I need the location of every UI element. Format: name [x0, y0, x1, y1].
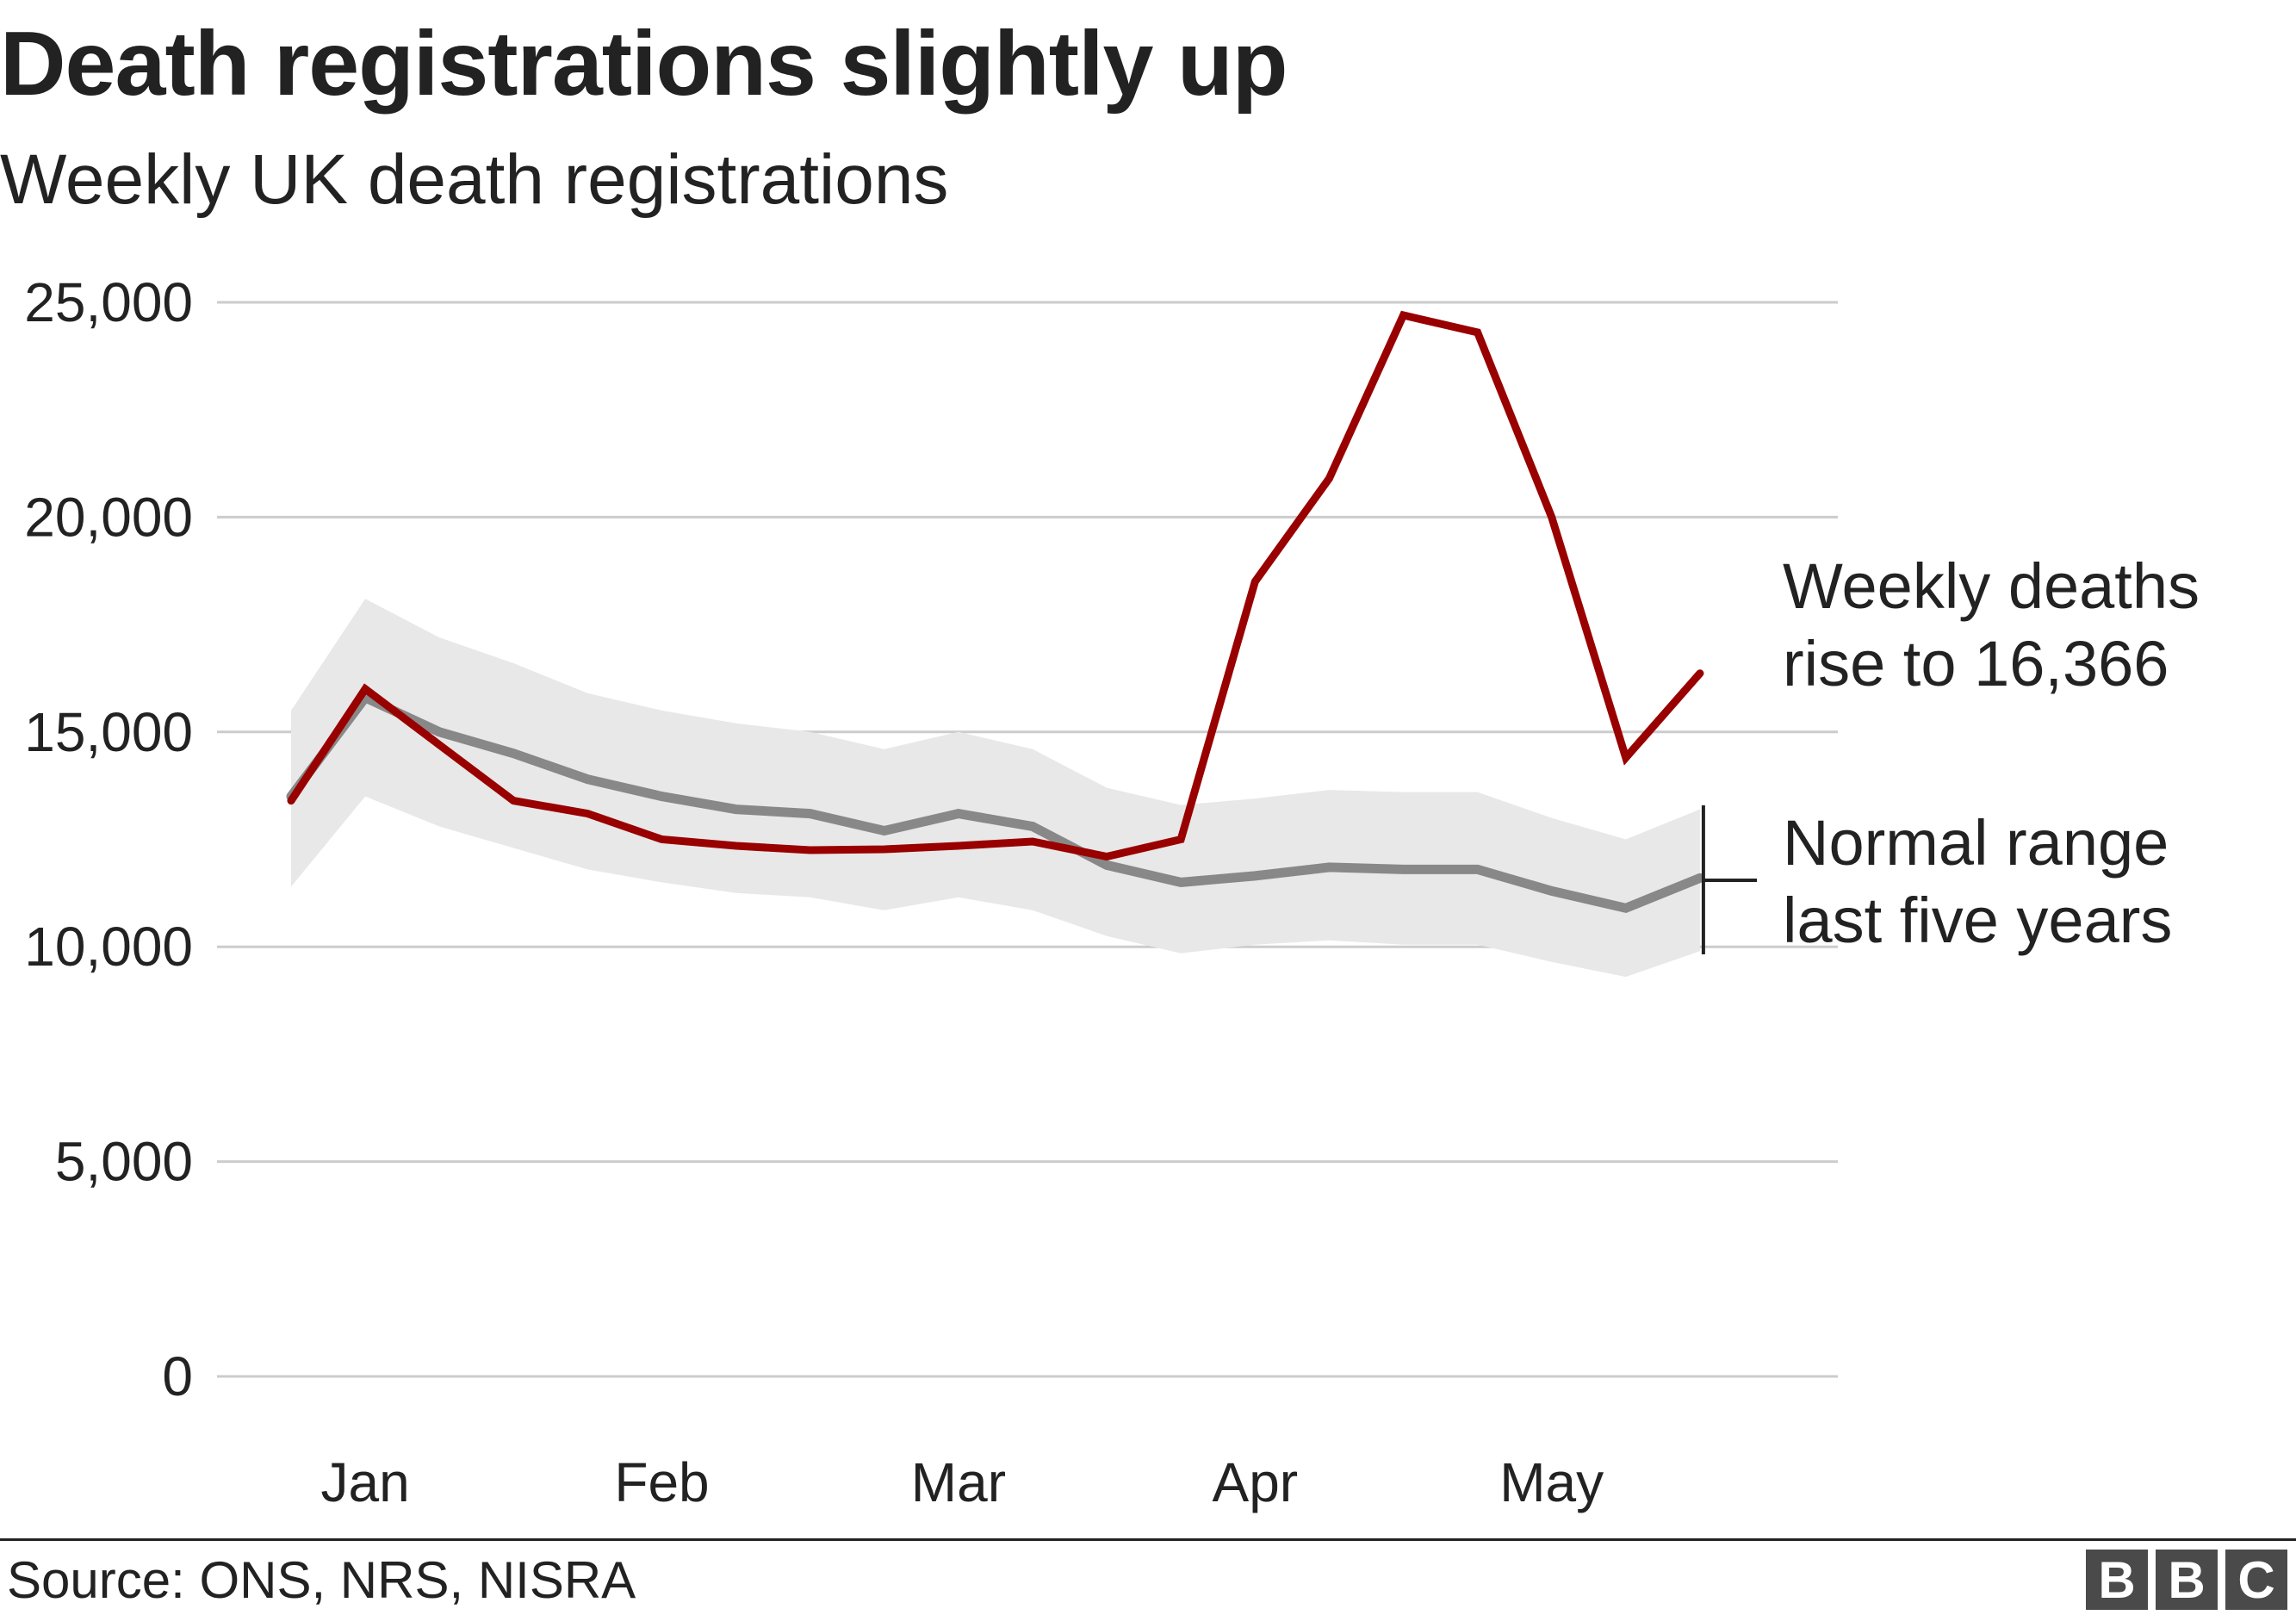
source-note: Source: ONS, NRS, NISRA — [7, 1551, 636, 1609]
y-tick-label: 10,000 — [24, 916, 193, 978]
line-chart: 0 5,000 10,000 15,000 20,000 25,000 Jan Feb Mar… — [24, 271, 2200, 1513]
logo-letter: C — [2225, 1550, 2287, 1610]
normal-range-band — [291, 599, 1700, 978]
chart-subtitle: Weekly UK death registrations — [0, 140, 949, 219]
y-tick-label: 20,000 — [24, 486, 193, 548]
bbc-logo: B B C — [2086, 1550, 2287, 1610]
x-tick-label: Mar — [911, 1451, 1006, 1513]
annotation-line: Weekly deaths — [1783, 550, 2200, 622]
y-axis-tick-labels: 0 5,000 10,000 15,000 20,000 25,000 — [24, 271, 193, 1407]
y-tick-label: 25,000 — [24, 271, 193, 333]
normal-range-area — [291, 599, 1700, 978]
series-lines — [286, 310, 1705, 914]
five-year-average-line — [286, 692, 1705, 914]
y-tick-label: 0 — [162, 1345, 193, 1407]
chart-title: Death registrations slightly up — [0, 13, 1288, 115]
footer-divider — [0, 1538, 2296, 1541]
annotation-line: last five years — [1783, 885, 2172, 956]
annotation-line: Normal range — [1783, 807, 2169, 879]
x-tick-label: May — [1499, 1451, 1604, 1513]
x-tick-label: Feb — [614, 1451, 709, 1513]
weekly-deaths-annotation: Weekly deaths rise to 16,366 — [1783, 550, 2200, 699]
x-axis-tick-labels: Jan Feb Mar Apr May — [321, 1451, 1604, 1513]
annotation-line: rise to 16,366 — [1783, 628, 2169, 699]
y-tick-label: 5,000 — [55, 1131, 193, 1193]
normal-range-annotation: Normal range last five years — [1783, 807, 2172, 956]
y-tick-label: 15,000 — [24, 701, 193, 763]
annotations: Weekly deaths rise to 16,366 Normal range l… — [1701, 550, 2200, 956]
x-tick-label: Jan — [321, 1451, 410, 1513]
logo-letter: B — [2156, 1550, 2218, 1610]
weekly-deaths-line — [287, 310, 1704, 861]
x-tick-label: Apr — [1213, 1451, 1299, 1513]
logo-letter: B — [2086, 1550, 2148, 1610]
